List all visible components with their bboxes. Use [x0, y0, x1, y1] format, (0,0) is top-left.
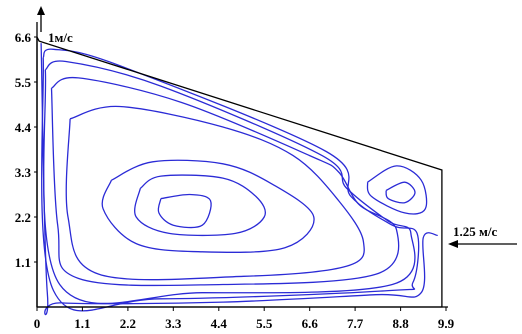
streamline-9: [366, 165, 428, 215]
axes-group: [36, 22, 448, 308]
x-tick-labels: 0 1.1 2.2 3.3 4.4 5.5 6.6 7.7 8.8 9.9: [34, 307, 455, 331]
outlet-velocity-label: 1.25 м/с: [453, 224, 497, 239]
x-tick-label: 4.4: [211, 316, 228, 331]
x-tick-label: 7.7: [347, 316, 364, 331]
streamline-10: [385, 181, 416, 204]
y-tick-label: 2.2: [15, 210, 31, 225]
x-tick-label: 5.5: [256, 316, 273, 331]
streamline-7: [134, 174, 266, 237]
y-tick-label: 5.5: [15, 75, 32, 90]
x-tick-label: 8.8: [392, 316, 409, 331]
streamline-1: [40, 43, 438, 316]
x-tick-label: 0: [34, 316, 41, 331]
streamline-8: [157, 193, 212, 229]
y-tick-labels: 1.1 2.2 3.3 4.4 5.5 6.6: [15, 30, 37, 270]
streamline-6: [101, 159, 315, 253]
streamline-5: [65, 105, 365, 281]
x-tick-label: 9.9: [438, 316, 455, 331]
y-tick-label: 1.1: [15, 255, 31, 270]
inlet-velocity-label: 1м/с: [48, 30, 73, 45]
inlet-arrow-icon: [37, 6, 45, 32]
streamline-4: [50, 76, 400, 287]
y-tick-label: 4.4: [15, 120, 32, 135]
y-tick-label: 6.6: [15, 30, 32, 45]
x-tick-label: 3.3: [165, 316, 182, 331]
streamline-3: [42, 60, 416, 305]
streamlines-group: [40, 43, 438, 316]
outlet-arrow-icon: [448, 240, 517, 248]
x-tick-label: 1.1: [74, 316, 90, 331]
x-tick-label: 2.2: [120, 316, 136, 331]
x-tick-label: 6.6: [302, 316, 319, 331]
y-tick-label: 3.3: [15, 165, 32, 180]
